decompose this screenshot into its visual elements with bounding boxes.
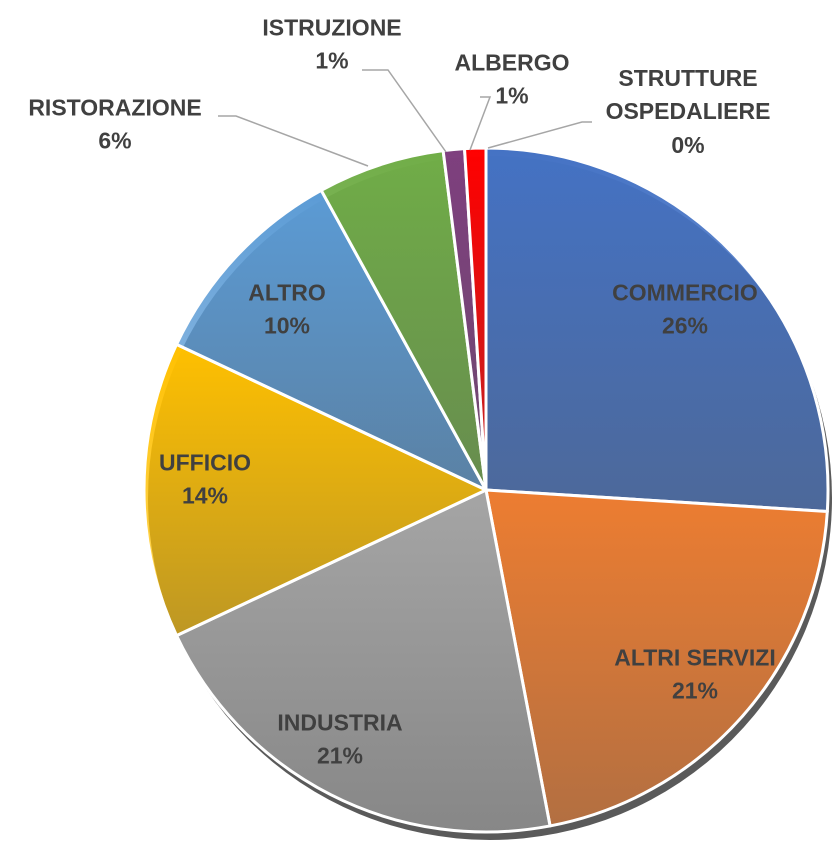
value-label: 14% <box>181 483 229 509</box>
pie-slice <box>484 488 829 828</box>
category-label: COMMERCIO <box>612 279 758 306</box>
pie-slice <box>175 488 552 834</box>
data-label: RISTORAZIONE 6% <box>28 92 201 159</box>
value-label: 21% <box>671 678 719 704</box>
data-label: ALBERGO 1% <box>455 47 570 114</box>
value-label: 26% <box>661 313 709 339</box>
category-label: STRUTTURE OSPEDALIERE <box>605 64 771 125</box>
value-label: 1% <box>315 48 349 74</box>
category-label: ALBERGO <box>454 49 570 76</box>
category-label: UFFICIO <box>159 449 251 476</box>
value-label: 0% <box>671 131 705 158</box>
category-label: ALTRO <box>248 279 326 306</box>
leader-line <box>469 96 492 151</box>
category-label: INDUSTRIA <box>277 709 403 736</box>
value-label: 6% <box>98 128 132 154</box>
data-label: ISTRUZIONE 1% <box>262 12 401 79</box>
pie-slice <box>142 342 488 638</box>
category-label: ISTRUZIONE <box>262 14 402 41</box>
data-label: INDUSTRIA 21% <box>277 707 402 774</box>
category-label: RISTORAZIONE <box>28 94 202 121</box>
pie-slice <box>319 149 488 492</box>
data-label: STRUTTURE OSPEDALIERE 0% <box>593 62 783 162</box>
data-label: ALTRO 10% <box>248 277 326 344</box>
value-label: 10% <box>263 313 311 339</box>
data-label: UFFICIO 14% <box>159 447 251 514</box>
leader-line <box>487 121 592 149</box>
value-label: 21% <box>316 743 364 769</box>
leader-line <box>218 115 369 167</box>
data-label: ALTRI SERVIZI 21% <box>614 642 775 709</box>
leader-line <box>362 69 447 153</box>
pie-slice <box>484 146 830 513</box>
category-label: ALTRI SERVIZI <box>614 644 776 671</box>
value-label: 1% <box>495 83 529 109</box>
data-label: COMMERCIO 26% <box>612 277 758 344</box>
pie-slice <box>175 188 488 492</box>
